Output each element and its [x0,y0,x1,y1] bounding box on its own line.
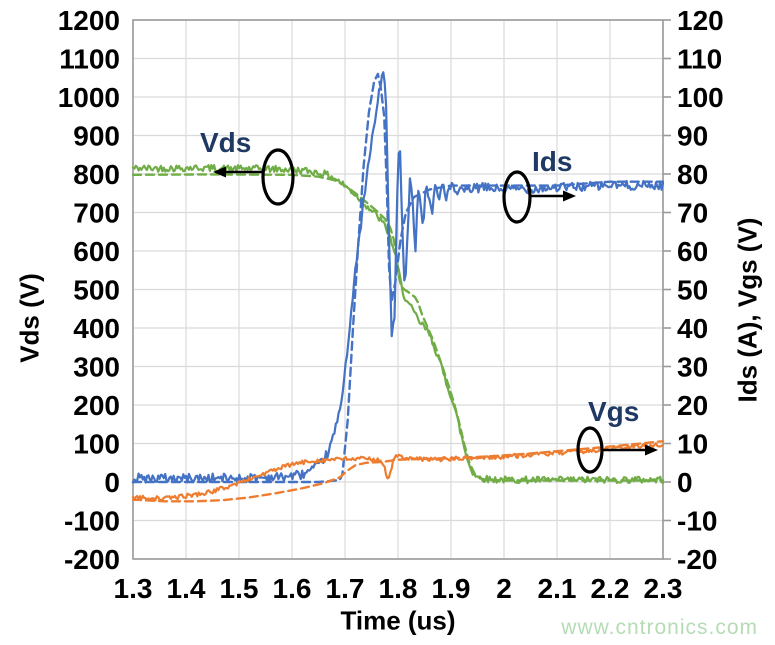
watermark: www.cntronics.com [561,616,758,639]
y-left-tick-label: 800 [73,159,120,190]
y-left-tick-label: 500 [73,275,120,306]
annotation-label-vds: Vds [200,127,251,158]
y-left-tick-label: 100 [73,429,120,460]
y-right-tick-label: 90 [677,121,708,152]
x-tick-label: 2 [496,573,512,604]
y-right-tick-label: 10 [677,429,708,460]
y-right-tick-label: 60 [677,236,708,267]
annotation-arrowhead-ids [563,190,576,202]
y-left-tick-label: 1200 [58,5,120,36]
y-right-tick-label: 70 [677,198,708,229]
y-left-tick-label: 300 [73,352,120,383]
x-tick-label: 1.3 [114,573,153,604]
y-right-tick-label: 0 [677,467,693,498]
x-tick-label: 2.3 [644,573,683,604]
y-right-tick-label: 40 [677,313,708,344]
annotation-label-vgs: Vgs [588,396,639,427]
y-left-tick-label: 400 [73,313,120,344]
y-right-tick-label: 100 [677,82,724,113]
y-right-tick-label: 110 [677,44,722,75]
y-left-tick-label: 1100 [59,44,120,75]
annotation-label-ids: Ids [532,146,572,177]
x-tick-label: 1.8 [379,573,418,604]
y-right-tick-label: 20 [677,390,708,421]
x-tick-label: 1.5 [220,573,259,604]
y-right-tick-label: -20 [677,544,717,575]
y-right-tick-label: 30 [677,352,708,383]
annotation-arrowhead-vds [213,166,226,178]
annotation-arrowhead-vgs [645,444,658,456]
x-tick-label: 2.2 [591,573,630,604]
x-axis-title: Time (us) [340,605,456,636]
annotation-ellipse-vds [261,148,295,206]
y-right-tick-label: 80 [677,159,708,190]
y-right-tick-label: 50 [677,275,708,306]
x-tick-label: 1.9 [432,573,471,604]
y-left-tick-label: -100 [64,506,120,537]
y-axis-left-title: Vds (V) [14,273,45,363]
y-left-tick-label: 0 [104,467,120,498]
y-right-tick-label: -10 [677,506,717,537]
x-tick-label: 1.4 [167,573,206,604]
series-ids-solid [131,71,665,484]
y-left-tick-label: 600 [73,236,120,267]
y-left-tick-label: 200 [73,390,120,421]
y-left-tick-label: 900 [73,121,120,152]
y-right-tick-label: 120 [677,5,724,36]
series-vgs-solid [131,442,665,502]
y-left-tick-label: 1000 [58,82,120,113]
x-tick-label: 2.1 [538,573,577,604]
x-tick-label: 1.6 [273,573,312,604]
y-left-tick-label: -200 [64,544,120,575]
x-tick-label: 1.7 [326,573,365,604]
y-axis-right-title: Ids (A), Vgs (V) [732,217,763,403]
y-left-tick-label: 700 [73,198,120,229]
annotation-ellipse-ids [502,170,532,224]
